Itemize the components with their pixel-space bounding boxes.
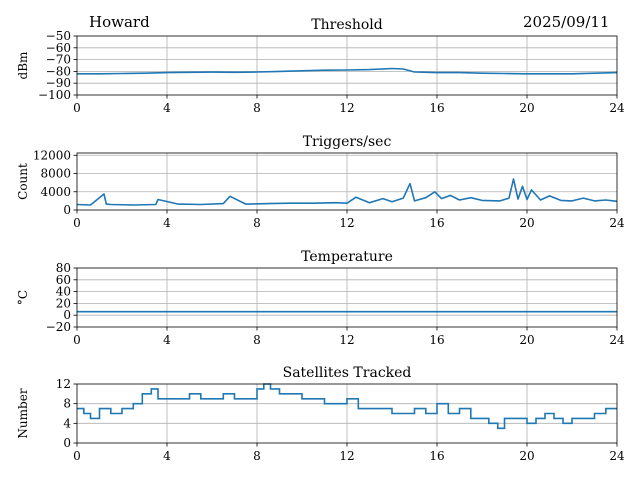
chart-4-xtick-label-4: 16 bbox=[429, 449, 444, 463]
chart-3-ytick-label-3: 40 bbox=[56, 285, 71, 299]
chart-1-ytick-label-1: −60 bbox=[46, 41, 71, 55]
report-date: 2025/09/11 bbox=[523, 13, 610, 31]
chart-4-ytick-label-1: 4 bbox=[63, 416, 71, 430]
chart-4-series-0 bbox=[77, 383, 617, 430]
chart-3-xtick-label-6: 24 bbox=[609, 333, 625, 347]
chart-3-xtick-label-2: 8 bbox=[253, 333, 261, 347]
chart-4-xtick-label-1: 4 bbox=[163, 449, 171, 463]
chart-2-xtick-label-4: 16 bbox=[429, 216, 444, 230]
chart-2-xtick-label-3: 12 bbox=[339, 216, 354, 230]
chart-2-ytick-label-2: 8000 bbox=[40, 167, 71, 181]
chart-1-xtick-label-2: 8 bbox=[253, 101, 261, 115]
chart-2-xtick-label-5: 20 bbox=[519, 216, 534, 230]
chart-3-xtick-label-3: 12 bbox=[339, 333, 354, 347]
chart-1-xtick-label-3: 12 bbox=[339, 101, 354, 115]
chart-2-series-0 bbox=[76, 178, 618, 206]
chart-3-ytick-label-0: −20 bbox=[46, 320, 71, 334]
chart-4-ytick-label-0: 0 bbox=[63, 436, 71, 450]
chart-4-title: Satellites Tracked bbox=[283, 365, 412, 381]
chart-1-xtick-label-4: 16 bbox=[429, 101, 444, 115]
chart-2-xtick-label-1: 4 bbox=[163, 216, 171, 230]
chart-2-ytick-label-1: 4000 bbox=[40, 185, 71, 199]
station-name: Howard bbox=[89, 13, 150, 31]
chart-1-ytick-label-2: −70 bbox=[46, 53, 71, 67]
chart-1-xtick-label-5: 20 bbox=[519, 101, 534, 115]
chart-3-ylabel: °C bbox=[16, 290, 30, 305]
chart-4-xtick-label-0: 0 bbox=[73, 449, 81, 463]
chart-3-xtick-label-0: 0 bbox=[73, 333, 81, 347]
chart-1-xtick-label-1: 4 bbox=[163, 101, 171, 115]
chart-1-xtick-label-6: 24 bbox=[609, 101, 625, 115]
chart-1-xtick-label-0: 0 bbox=[73, 101, 81, 115]
chart-4-xtick-label-3: 12 bbox=[339, 449, 354, 463]
chart-1-ytick-label-0: −50 bbox=[46, 29, 71, 43]
chart-3-xtick-label-1: 4 bbox=[163, 333, 171, 347]
chart-4-ytick-label-3: 12 bbox=[56, 377, 71, 391]
chart-3-ytick-label-1: 0 bbox=[63, 308, 71, 322]
chart-1-ytick-label-4: −90 bbox=[46, 76, 71, 90]
chart-4-xtick-label-2: 8 bbox=[253, 449, 261, 463]
chart-2-xtick-label-6: 24 bbox=[609, 216, 625, 230]
chart-4-ylabel: Number bbox=[16, 388, 30, 438]
chart-2-ytick-label-0: 0 bbox=[63, 203, 71, 217]
chart-2-xtick-label-0: 0 bbox=[73, 216, 81, 230]
chart-1-ytick-label-5: −100 bbox=[38, 88, 71, 102]
chart-2-title: Triggers/sec bbox=[303, 134, 392, 150]
chart-3-xtick-label-4: 16 bbox=[429, 333, 444, 347]
chart-3-title: Temperature bbox=[301, 249, 393, 265]
chart-1-ytick-label-3: −80 bbox=[46, 64, 71, 78]
chart-2-ytick-label-3: 12000 bbox=[33, 148, 71, 162]
chart-1-series-0 bbox=[77, 67, 618, 75]
chart-3-ytick-label-4: 60 bbox=[56, 273, 71, 287]
chart-3-ytick-label-5: 80 bbox=[56, 261, 71, 275]
chart-1-title: Threshold bbox=[311, 17, 382, 33]
chart-2-xtick-label-2: 8 bbox=[253, 216, 261, 230]
chart-3-xtick-label-5: 20 bbox=[519, 333, 534, 347]
chart-2-ylabel: Count bbox=[16, 163, 30, 200]
chart-4-xtick-label-6: 24 bbox=[609, 449, 625, 463]
chart-4-xtick-label-5: 20 bbox=[519, 449, 534, 463]
chart-1-ylabel: dBm bbox=[16, 51, 30, 80]
chart-3-ytick-label-2: 20 bbox=[56, 296, 71, 310]
chart-4-ytick-label-2: 8 bbox=[63, 397, 71, 411]
